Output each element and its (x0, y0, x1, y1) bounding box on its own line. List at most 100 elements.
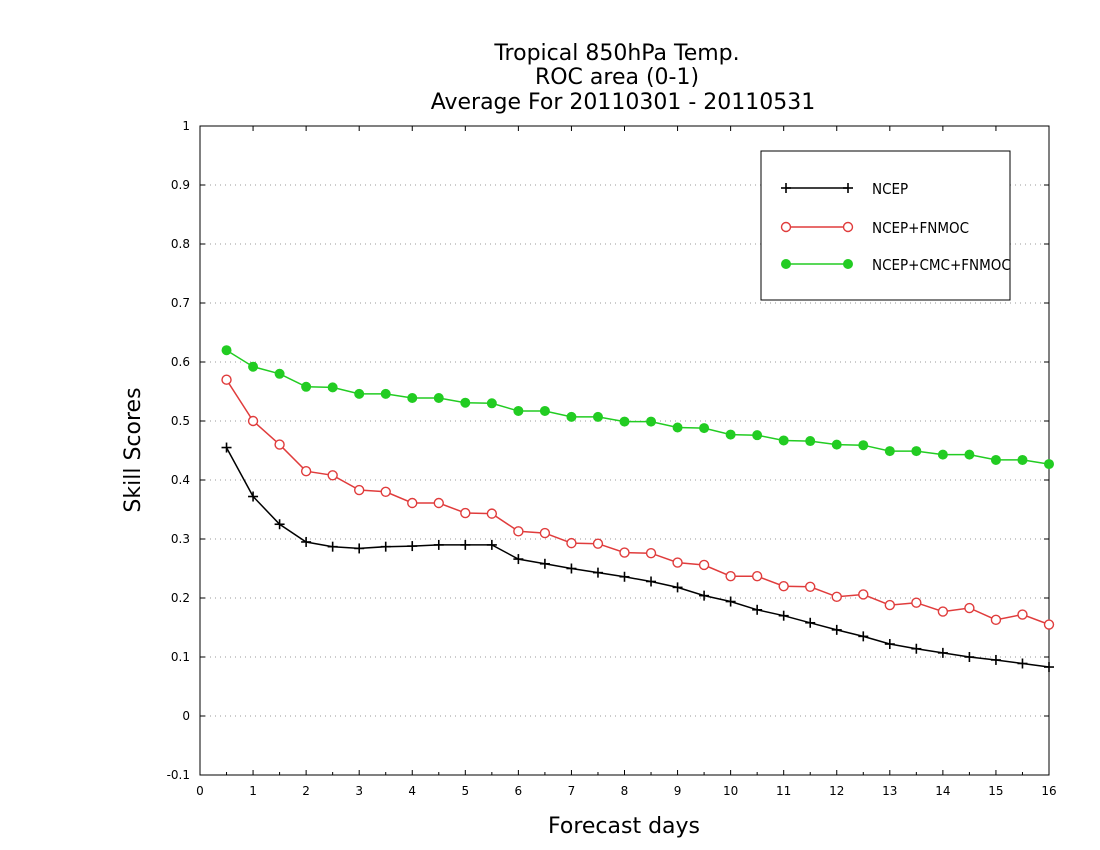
y-tick-label: 0 (182, 709, 190, 723)
x-tick-label: 14 (935, 784, 950, 798)
data-point (778, 581, 789, 592)
data-point (884, 446, 895, 457)
data-point (725, 429, 736, 440)
chart-title-line-3: Average For 20110301 - 20110531 (431, 90, 816, 115)
data-point (301, 536, 312, 547)
data-point (672, 422, 683, 433)
data-point (752, 604, 763, 615)
data-point (327, 541, 338, 552)
data-point (964, 602, 975, 614)
data-point (433, 497, 444, 509)
data-point (619, 416, 630, 427)
series-0 (221, 442, 1054, 673)
legend-marker (781, 183, 791, 193)
data-point (937, 606, 949, 617)
data-point (221, 442, 232, 453)
x-tick-label: 7 (568, 784, 576, 798)
data-point (221, 374, 232, 385)
data-point (353, 484, 365, 496)
legend-label: NCEP (872, 180, 908, 198)
data-point (1017, 658, 1028, 669)
data-point (513, 554, 524, 565)
chart-title-line-1: Tropical 850hPa Temp. (493, 41, 739, 66)
data-point (646, 416, 657, 427)
data-point (380, 486, 391, 497)
data-point (858, 589, 869, 600)
data-point (831, 591, 842, 603)
data-point (407, 541, 418, 552)
x-tick-label: 13 (882, 784, 897, 798)
x-tick-label: 2 (302, 784, 310, 798)
data-point (911, 643, 922, 654)
data-point (433, 392, 444, 403)
data-point (858, 631, 869, 642)
y-axis-label: Skill Scores (121, 387, 146, 512)
data-point (698, 559, 710, 571)
y-tick-label: 0.8 (171, 237, 190, 251)
data-point (486, 398, 497, 409)
data-point (513, 526, 524, 537)
data-point (911, 446, 922, 457)
x-tick-label: 10 (723, 784, 738, 798)
data-point (354, 388, 365, 399)
legend-marker (780, 221, 792, 233)
data-point (964, 652, 975, 662)
data-point (778, 610, 789, 621)
data-point (513, 405, 524, 416)
data-point (247, 415, 259, 427)
data-point (778, 435, 789, 446)
y-tick-label: 0.9 (171, 178, 190, 192)
data-point (1017, 609, 1028, 620)
y-tick-label: 0.5 (171, 414, 190, 428)
data-point (486, 508, 498, 519)
data-point (566, 411, 577, 422)
data-point (751, 570, 763, 582)
legend-marker (843, 259, 853, 269)
data-point (539, 527, 551, 539)
data-point (1044, 459, 1054, 470)
x-tick-label: 16 (1041, 784, 1056, 798)
data-point (937, 647, 948, 658)
data-point (699, 423, 710, 434)
data-point (858, 440, 869, 451)
data-point (672, 557, 683, 568)
legend-marker (842, 221, 854, 233)
series-group (221, 345, 1055, 673)
y-tick-label: 0.3 (171, 532, 190, 546)
data-point (592, 567, 603, 578)
data-point (486, 539, 497, 550)
data-point (433, 539, 444, 550)
data-point (619, 571, 630, 582)
legend-label: NCEP+FNMOC (872, 219, 969, 237)
y-tick-label: 0.1 (171, 650, 190, 664)
data-point (407, 497, 418, 509)
data-point (566, 537, 577, 549)
data-point (274, 439, 285, 450)
x-tick-label: 4 (408, 784, 416, 798)
x-tick-label: 8 (621, 784, 629, 798)
data-point (752, 430, 763, 441)
data-point (221, 345, 232, 356)
data-point (831, 624, 842, 635)
data-point (407, 392, 418, 403)
legend-marker (781, 259, 791, 269)
data-point (460, 397, 471, 408)
data-point (354, 543, 365, 554)
data-point (566, 563, 577, 574)
data-point (1017, 454, 1028, 465)
data-point (592, 411, 603, 422)
y-tick-label: -0.1 (167, 768, 190, 782)
series-line (226, 349, 1050, 465)
x-tick-label: 11 (776, 784, 791, 798)
data-point (805, 581, 816, 592)
data-point (699, 590, 710, 601)
data-point (274, 519, 285, 530)
data-point (539, 405, 550, 416)
legend-box (760, 150, 1011, 301)
data-point (990, 614, 1002, 626)
data-point (990, 454, 1001, 465)
data-point (248, 361, 259, 372)
x-axis-label: Forecast days (548, 814, 700, 839)
data-point (301, 381, 312, 392)
